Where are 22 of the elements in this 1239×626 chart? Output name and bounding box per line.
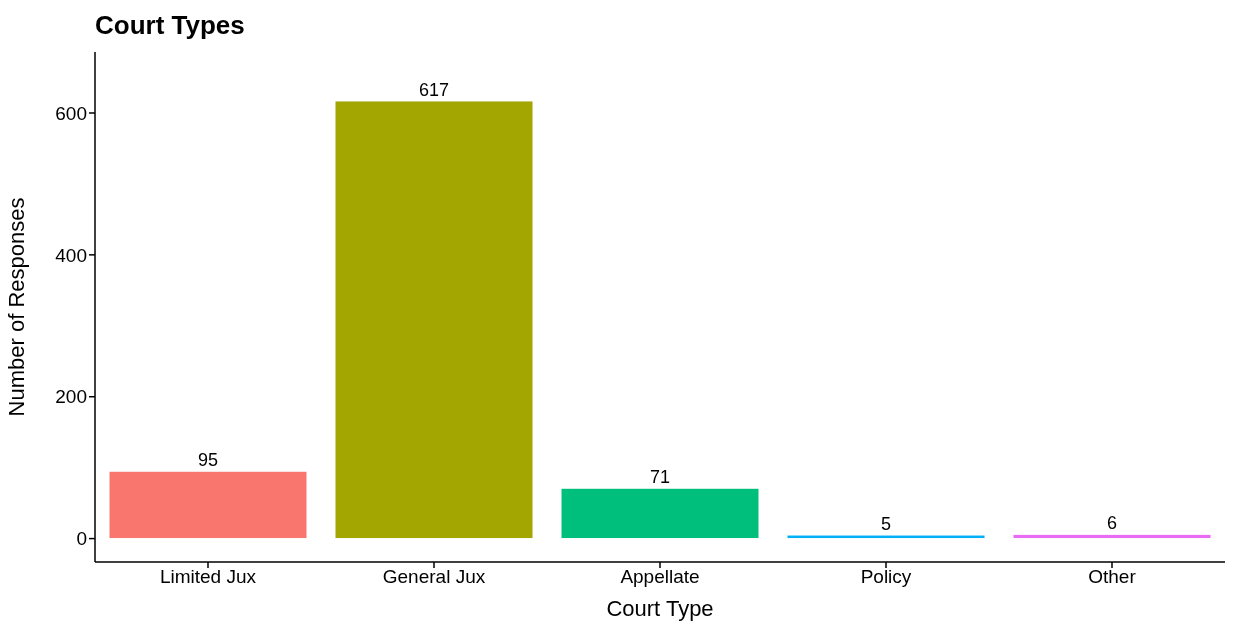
x-tick-label: General Jux	[382, 566, 486, 588]
chart-title: Court Types	[95, 10, 245, 41]
bar	[334, 100, 534, 540]
x-axis-title: Court Type	[606, 596, 714, 621]
x-tick-label: Limited Jux	[159, 566, 257, 588]
x-tick-label: Policy	[860, 566, 912, 588]
y-axis-title: Number of Responses	[3, 197, 29, 417]
y-tick-label: 600	[55, 102, 87, 124]
data-label: 71	[649, 467, 671, 488]
y-tick-label: 400	[55, 244, 87, 266]
x-tick-label: Appellate	[620, 566, 700, 588]
bar	[560, 487, 760, 540]
data-label: 617	[418, 79, 450, 100]
bar	[1012, 533, 1212, 540]
data-label: 5	[880, 514, 892, 535]
bar	[786, 534, 986, 540]
y-tick-label: 0	[76, 528, 87, 550]
bar	[108, 470, 308, 540]
y-tick-label: 200	[55, 386, 87, 408]
data-label: 6	[1106, 513, 1118, 534]
x-tick-label: Other	[1088, 566, 1137, 588]
data-label: 95	[197, 450, 219, 471]
